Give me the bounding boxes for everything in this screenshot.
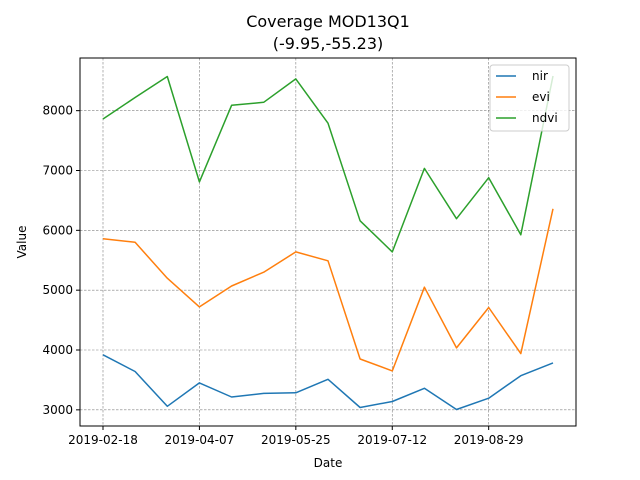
series-line-evi (102, 208, 554, 372)
series-line-ndvi (102, 75, 554, 253)
y-tick-label: 5000 (42, 283, 73, 297)
y-axis-label: Value (15, 226, 29, 259)
chart-title: Coverage MOD13Q1 (246, 12, 410, 31)
y-tick-label: 3000 (42, 403, 73, 417)
series-lines (102, 75, 554, 411)
y-tick-label: 6000 (42, 223, 73, 237)
x-axis-label: Date (314, 456, 343, 470)
series-line-nir (102, 354, 554, 411)
legend-box (489, 64, 570, 132)
x-tick-label: 2019-08-29 (454, 433, 524, 447)
y-axis-ticks: 3000 4000 5000 6000 7000 8000 (42, 104, 80, 417)
chart-subtitle: (-9.95,-55.23) (273, 34, 384, 53)
y-tick-label: 7000 (42, 163, 73, 177)
x-tick-label: 2019-02-18 (68, 433, 138, 447)
legend-label-evi: evi (532, 90, 550, 104)
x-axis-ticks: 2019-02-18 2019-04-07 2019-05-25 2019-07-12… (68, 426, 524, 447)
x-tick-label: 2019-05-25 (261, 433, 331, 447)
legend-label-nir: nir (532, 69, 548, 83)
x-tick-label: 2019-07-12 (357, 433, 427, 447)
legend-label-ndvi: ndvi (532, 111, 558, 125)
legend: nir evi ndvi (489, 64, 570, 132)
plot-frame (79, 57, 577, 427)
y-tick-label: 4000 (42, 343, 73, 357)
y-tick-label: 8000 (42, 104, 73, 118)
x-tick-label: 2019-04-07 (165, 433, 235, 447)
